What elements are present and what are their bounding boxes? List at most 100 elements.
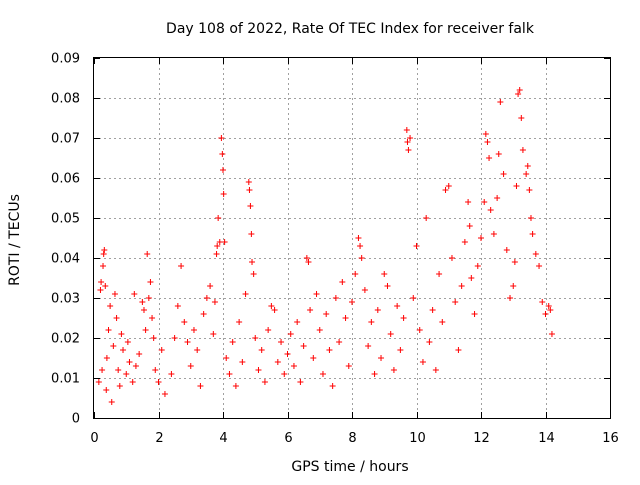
data-point bbox=[120, 347, 127, 353]
data-point bbox=[403, 127, 410, 133]
data-point bbox=[458, 283, 465, 289]
data-point bbox=[484, 139, 491, 145]
data-point bbox=[245, 179, 252, 185]
data-point bbox=[436, 271, 443, 277]
data-point bbox=[500, 171, 507, 177]
data-point bbox=[527, 215, 534, 221]
data-point bbox=[203, 295, 210, 301]
y-tick-label: 0.03 bbox=[51, 292, 80, 307]
data-point bbox=[329, 383, 336, 389]
data-point bbox=[349, 299, 355, 305]
y-tick-label: 0.08 bbox=[51, 92, 80, 107]
data-point bbox=[110, 343, 117, 349]
data-point bbox=[539, 299, 546, 305]
data-point bbox=[214, 243, 221, 249]
data-point bbox=[278, 339, 285, 345]
data-point bbox=[542, 311, 549, 317]
data-point bbox=[426, 339, 433, 345]
data-point bbox=[503, 247, 510, 253]
data-point bbox=[102, 283, 109, 289]
data-point bbox=[405, 147, 412, 153]
y-tick-labels: 0 0.01 0.02 0.03 0.04 0.05 0.06 0.07 0.08 0.09 bbox=[51, 52, 80, 427]
y-tick-label: 0.06 bbox=[51, 172, 80, 187]
data-point bbox=[194, 347, 201, 353]
data-point bbox=[144, 251, 151, 257]
data-point bbox=[432, 367, 439, 373]
data-point bbox=[310, 355, 317, 361]
y-tick-label: 0.09 bbox=[51, 52, 80, 67]
data-point bbox=[481, 199, 488, 205]
data-point bbox=[101, 247, 108, 253]
data-point bbox=[261, 379, 268, 385]
data-point bbox=[303, 255, 310, 261]
data-point bbox=[184, 339, 191, 345]
data-point bbox=[361, 287, 368, 293]
data-point bbox=[548, 331, 555, 337]
data-point bbox=[223, 355, 230, 361]
x-tick-label: 12 bbox=[473, 431, 490, 446]
data-point bbox=[316, 327, 323, 333]
data-point bbox=[108, 399, 115, 405]
data-point bbox=[150, 335, 157, 341]
data-point bbox=[511, 259, 518, 265]
data-point bbox=[313, 291, 320, 297]
data-point bbox=[397, 347, 404, 353]
data-point bbox=[274, 359, 281, 365]
data-point bbox=[416, 327, 423, 333]
data-point bbox=[439, 319, 446, 325]
data-point bbox=[307, 307, 314, 313]
data-point bbox=[126, 359, 133, 365]
data-point bbox=[116, 383, 123, 389]
data-point bbox=[149, 315, 156, 321]
x-tick-label: 6 bbox=[284, 431, 292, 446]
data-point bbox=[526, 187, 533, 193]
grid-lines bbox=[94, 58, 610, 418]
data-point bbox=[221, 239, 228, 245]
data-point bbox=[100, 263, 107, 269]
data-point bbox=[358, 255, 365, 261]
data-point bbox=[442, 187, 449, 193]
data-point bbox=[448, 255, 455, 261]
data-point bbox=[197, 383, 204, 389]
data-point bbox=[249, 259, 256, 265]
data-point bbox=[490, 231, 497, 237]
data-point bbox=[100, 251, 107, 257]
data-point bbox=[105, 327, 112, 333]
y-tick-label: 0.07 bbox=[51, 132, 80, 147]
data-point bbox=[445, 183, 452, 189]
data-point bbox=[374, 307, 381, 313]
plot-frame bbox=[93, 57, 611, 419]
data-point bbox=[452, 299, 459, 305]
data-point bbox=[107, 303, 114, 309]
y-tick-label: 0 bbox=[72, 412, 80, 427]
y-tick-label: 0.01 bbox=[51, 372, 80, 387]
data-point bbox=[136, 351, 143, 357]
data-point bbox=[229, 339, 236, 345]
data-point bbox=[326, 347, 333, 353]
data-point bbox=[524, 163, 531, 169]
data-point bbox=[181, 319, 188, 325]
data-point bbox=[218, 135, 225, 141]
data-point bbox=[413, 243, 420, 249]
data-point bbox=[145, 295, 152, 301]
data-point bbox=[536, 263, 543, 269]
data-point bbox=[123, 371, 130, 377]
data-point bbox=[103, 355, 110, 361]
data-point bbox=[265, 327, 272, 333]
data-point bbox=[466, 223, 473, 229]
data-point bbox=[410, 295, 417, 301]
data-point bbox=[407, 135, 414, 141]
data-point bbox=[113, 315, 120, 321]
data-point bbox=[242, 291, 249, 297]
data-point bbox=[495, 151, 502, 157]
y-tick-label: 0.02 bbox=[51, 332, 80, 347]
data-point bbox=[419, 359, 426, 365]
data-point bbox=[384, 283, 391, 289]
data-point bbox=[515, 91, 522, 97]
data-point bbox=[507, 295, 514, 301]
data-point bbox=[474, 263, 481, 269]
data-point bbox=[99, 367, 106, 373]
data-point bbox=[258, 347, 265, 353]
x-tick-label: 4 bbox=[219, 431, 227, 446]
